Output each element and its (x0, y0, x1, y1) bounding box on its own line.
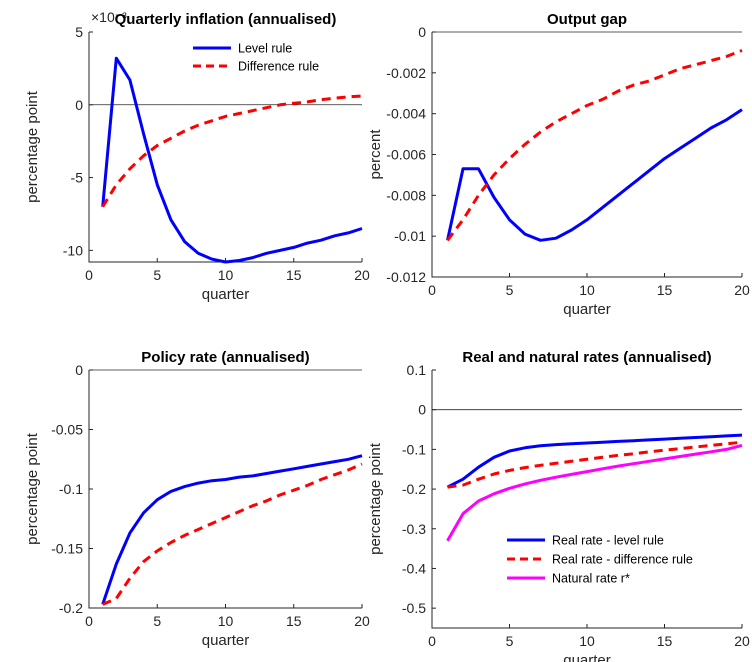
legend-label: Real rate - level rule (552, 534, 664, 548)
y-tick-label: -0.05 (51, 422, 83, 438)
y-tick-label: -0.006 (386, 147, 426, 163)
legend-label: Level rule (238, 42, 292, 56)
x-tick-label: 5 (153, 613, 161, 629)
x-tick-label: 10 (218, 267, 234, 283)
legend: Level rule Difference rule (193, 42, 319, 74)
y-axis-label: percent (367, 129, 384, 180)
x-tick-label: 20 (354, 267, 370, 283)
y-tick-label: -0.4 (402, 560, 426, 576)
x-tick-label: 10 (579, 282, 595, 298)
y-tick-label: -0.2 (402, 481, 426, 497)
y-tick-label: 0.1 (407, 362, 427, 378)
x-tick-label: 5 (506, 282, 514, 298)
x-tick-label: 5 (153, 267, 161, 283)
series-line-3 (446, 443, 743, 542)
series-line-2 (447, 440, 743, 489)
series-line-1 (446, 108, 743, 242)
y-tick-label: -5 (71, 170, 84, 186)
x-axis-label: quarter (202, 286, 250, 303)
x-tick-label: 5 (506, 633, 514, 649)
legend-label: Real rate - difference rule (552, 553, 693, 567)
x-axis-label: quarter (563, 301, 611, 318)
y-tick-label: -0.012 (386, 269, 426, 285)
x-tick-label: 15 (286, 267, 302, 283)
x-tick-label: 10 (218, 613, 234, 629)
x-axis-label: quarter (563, 652, 611, 662)
series-line-1 (101, 56, 363, 264)
y-exponent-label: ×10⁻³ (91, 9, 127, 25)
x-tick-label: 20 (734, 633, 750, 649)
y-tick-label: 0 (75, 97, 83, 113)
y-tick-label: 0 (418, 402, 426, 418)
y-tick-label: 5 (75, 24, 83, 40)
x-axis-label: quarter (202, 632, 250, 649)
chart-title: Quarterly inflation (annualised) (115, 11, 337, 28)
panel-4: 0 5 10 15 20 -0.5 -0.4 -0.3 -0.2 -0.1 0 0.1 Real and… (367, 349, 750, 662)
x-tick-label: 20 (354, 613, 370, 629)
y-axis-label: percentage point (24, 90, 41, 203)
panel-2: 0 5 10 15 20 -0.012 -0.01 -0.008 -0.006 -0.004 -0.… (367, 11, 750, 318)
y-tick-label: -0.5 (402, 600, 426, 616)
legend: Real rate - level rule Real rate - differ… (507, 534, 693, 586)
y-axis-label: percentage point (367, 442, 384, 555)
legend-label: Difference rule (238, 60, 319, 74)
axes-frame (431, 32, 742, 278)
y-tick-label: -0.15 (51, 541, 83, 557)
legend-label: Natural rate r* (552, 572, 630, 586)
y-tick-label: -0.1 (402, 441, 426, 457)
axes-frame (431, 370, 742, 629)
series-line-2 (101, 94, 363, 208)
y-tick-label: -0.008 (386, 187, 426, 203)
y-tick-label: -0.2 (59, 600, 83, 616)
x-tick-label: 20 (734, 282, 750, 298)
panel-3: 0 5 10 15 20 -0.2 -0.15 -0.1 -0.05 0 Policy rate (… (24, 349, 370, 649)
chart-title: Real and natural rates (annualised) (462, 349, 711, 366)
series-line-1 (101, 454, 363, 605)
x-tick-label: 0 (428, 282, 436, 298)
y-tick-label: -0.01 (394, 228, 426, 244)
y-tick-label: -0.3 (402, 521, 426, 537)
y-tick-label: 0 (418, 24, 426, 40)
y-tick-label: -0.1 (59, 481, 83, 497)
y-tick-label: 0 (75, 362, 83, 378)
series-line-1 (446, 433, 743, 489)
x-tick-label: 15 (286, 613, 302, 629)
y-tick-label: -0.002 (386, 65, 426, 81)
x-tick-label: 0 (85, 267, 93, 283)
axes-frame (88, 370, 362, 609)
y-axis-label: percentage point (24, 432, 41, 545)
x-tick-label: 0 (85, 613, 93, 629)
chart-title: Policy rate (annualised) (141, 349, 309, 366)
x-tick-label: 10 (579, 633, 595, 649)
chart-title: Output gap (547, 11, 627, 28)
series-line-2 (102, 462, 363, 606)
x-tick-label: 0 (428, 633, 436, 649)
y-tick-label: -0.004 (386, 106, 426, 122)
x-tick-label: 15 (657, 633, 673, 649)
x-tick-label: 15 (657, 282, 673, 298)
y-tick-label: -10 (63, 242, 83, 258)
